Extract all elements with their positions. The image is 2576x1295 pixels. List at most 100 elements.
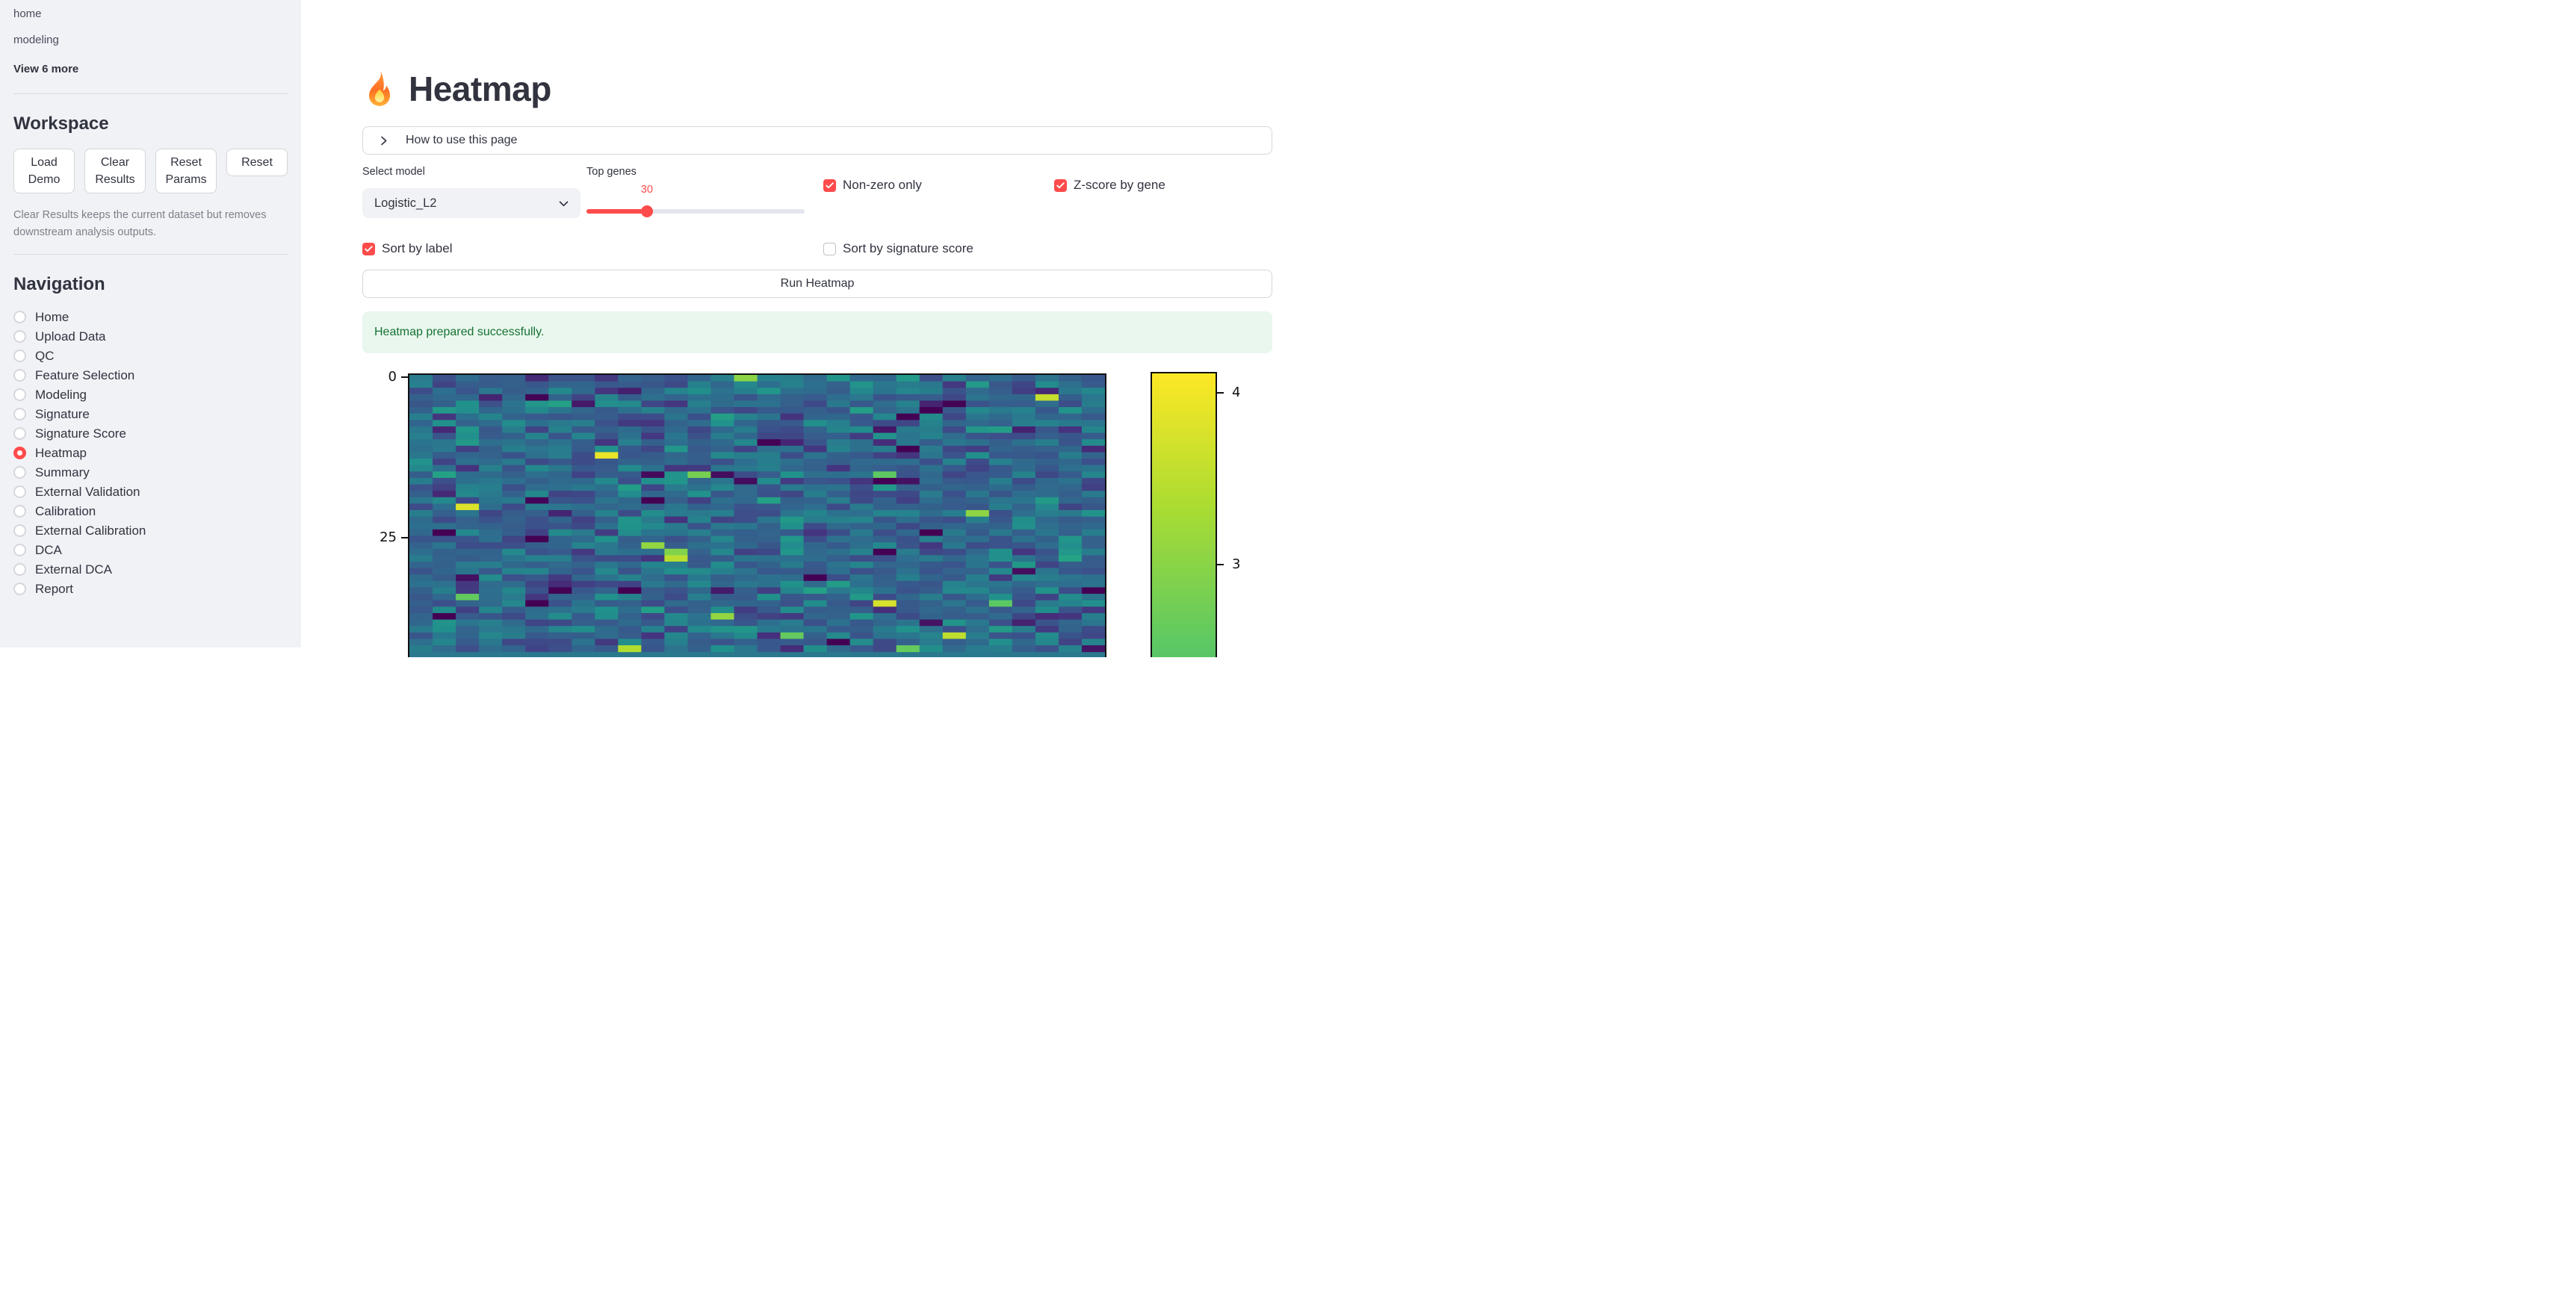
chevron-right-icon (381, 136, 387, 145)
top-genes-slider-track[interactable] (586, 209, 805, 214)
run-heatmap-button[interactable]: Run Heatmap (362, 270, 1272, 298)
radio-icon (13, 408, 26, 421)
checkbox-non-zero-only[interactable]: Non-zero only (823, 178, 922, 193)
checkbox-label: Sort by signature score (843, 241, 973, 255)
top-genes-slider-value: 30 (640, 184, 653, 196)
navigation-radio-group: Home Upload Data QC Feature Selection Modeli… (13, 308, 288, 599)
checkbox-label: Z-score by gene (1074, 178, 1165, 192)
page-title: Heatmap (362, 69, 551, 109)
sidebar-item-label: Feature Selection (35, 367, 135, 382)
sidebar-item-label: Signature Score (35, 426, 126, 441)
sidebar-item-signature-score[interactable]: Signature Score (13, 424, 288, 444)
sidebar-item-upload-data[interactable]: Upload Data (13, 327, 288, 347)
sidebar-item-label: Calibration (35, 503, 96, 518)
y-axis-tick-label: 0 (388, 369, 397, 385)
heatmap-figure (408, 373, 1106, 657)
sidebar-item-label: Summary (35, 465, 90, 479)
sidebar-link-modeling[interactable]: modeling (13, 34, 59, 46)
sidebar-item-label: External Validation (35, 484, 140, 499)
sidebar-item-summary[interactable]: Summary (13, 463, 288, 482)
checkbox-label: Sort by label (382, 241, 453, 255)
sidebar-item-external-dca[interactable]: External DCA (13, 560, 288, 580)
view-more-button[interactable]: View 6 more (13, 63, 79, 75)
sidebar-item-label: External Calibration (35, 523, 146, 538)
checkbox-sort-by-label[interactable]: Sort by label (362, 241, 453, 256)
colorbar-tick-mark (1217, 392, 1224, 394)
top-genes-slider-fill (586, 209, 647, 214)
y-axis-tick-mark (401, 376, 408, 378)
sidebar-divider (13, 93, 288, 94)
sidebar-item-report[interactable]: Report (13, 580, 288, 599)
navigation-heading: Navigation (13, 274, 105, 295)
radio-icon (13, 466, 26, 479)
radio-icon (13, 583, 26, 596)
checkbox-icon (362, 242, 375, 255)
checkbox-icon (1054, 178, 1067, 192)
sidebar-item-label: QC (35, 348, 55, 363)
sidebar-item-calibration[interactable]: Calibration (13, 502, 288, 521)
sidebar-item-dca[interactable]: DCA (13, 541, 288, 560)
sidebar: home modeling View 6 more Workspace Load… (0, 0, 301, 648)
heatmap-canvas (409, 375, 1105, 657)
radio-icon (13, 447, 26, 460)
sidebar-item-label: Heatmap (35, 445, 87, 460)
y-axis-tick-mark (401, 537, 408, 538)
sidebar-item-label: Report (35, 581, 74, 596)
checkbox-icon (823, 178, 836, 192)
model-select-value: Logistic_L2 (374, 196, 437, 210)
colorbar-tick-label: 4 (1232, 385, 1241, 400)
sidebar-item-qc[interactable]: QC (13, 347, 288, 366)
checkbox-icon (823, 242, 836, 255)
checkbox-sort-by-signature-score[interactable]: Sort by signature score (823, 241, 973, 256)
expander-label: How to use this page (406, 134, 518, 146)
success-message: Heatmap prepared successfully. (374, 326, 545, 338)
sidebar-item-label: Home (35, 309, 69, 324)
radio-icon (13, 505, 26, 518)
radio-icon (13, 485, 26, 499)
radio-icon (13, 350, 26, 363)
main-content: Heatmap How to use this page Select mode… (301, 0, 1288, 657)
sidebar-item-label: External DCA (35, 562, 112, 577)
radio-icon (13, 388, 26, 402)
radio-icon (13, 563, 26, 577)
success-alert: Heatmap prepared successfully. (362, 311, 1272, 353)
sidebar-item-feature-selection[interactable]: Feature Selection (13, 366, 288, 385)
radio-icon (13, 427, 26, 441)
chevron-down-icon (559, 201, 569, 206)
reset-params-button[interactable]: Reset Params (155, 148, 217, 194)
sidebar-item-label: Signature (35, 406, 90, 421)
clear-results-button[interactable]: Clear Results (84, 148, 146, 194)
checkbox-label: Non-zero only (843, 178, 922, 192)
radio-icon (13, 330, 26, 344)
sidebar-divider (13, 254, 288, 255)
radio-icon (13, 524, 26, 538)
radio-icon (13, 369, 26, 382)
workspace-button-row: Load Demo Clear Results Reset Params Res… (13, 148, 288, 194)
sidebar-link-home[interactable]: home (13, 7, 42, 20)
select-model-label: Select model (362, 166, 425, 178)
sidebar-item-heatmap[interactable]: Heatmap (13, 444, 288, 463)
sidebar-item-home[interactable]: Home (13, 308, 288, 327)
colorbar-tick-label: 3 (1232, 556, 1241, 572)
colorbar-canvas (1152, 373, 1216, 657)
load-demo-button[interactable]: Load Demo (13, 148, 75, 194)
reset-button[interactable]: Reset (226, 148, 288, 176)
y-axis-tick-label: 25 (380, 530, 397, 545)
checkbox-z-score-by-gene[interactable]: Z-score by gene (1054, 178, 1165, 193)
sidebar-item-label: Modeling (35, 387, 87, 402)
sidebar-item-label: DCA (35, 542, 62, 557)
sidebar-item-modeling[interactable]: Modeling (13, 385, 288, 405)
workspace-caption: Clear Results keeps the current dataset … (13, 209, 267, 238)
colorbar-tick-mark (1217, 564, 1224, 565)
radio-icon (13, 544, 26, 557)
sidebar-page-links: home modeling View 6 more (13, 0, 288, 80)
colorbar (1151, 372, 1217, 657)
how-to-use-expander[interactable]: How to use this page (362, 126, 1272, 155)
sidebar-item-signature[interactable]: Signature (13, 405, 288, 424)
sidebar-item-label: Upload Data (35, 329, 106, 344)
workspace-heading: Workspace (13, 114, 109, 134)
top-genes-slider-thumb[interactable] (640, 205, 653, 217)
sidebar-item-external-validation[interactable]: External Validation (13, 482, 288, 502)
model-select[interactable]: Logistic_L2 (362, 188, 580, 218)
sidebar-item-external-calibration[interactable]: External Calibration (13, 521, 288, 541)
